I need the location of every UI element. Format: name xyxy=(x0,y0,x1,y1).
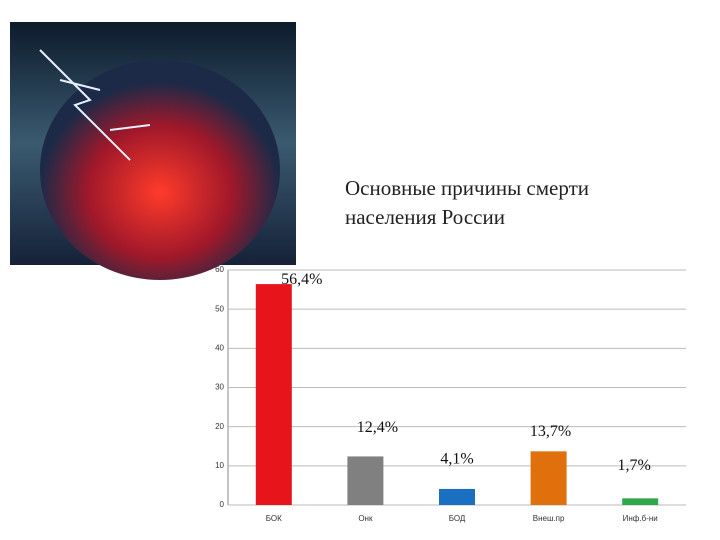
bar xyxy=(347,456,384,505)
y-tick-label: 50 xyxy=(215,304,224,313)
value-label: 12,4% xyxy=(357,419,398,436)
photo xyxy=(10,22,296,280)
value-label: 1,7% xyxy=(618,457,651,474)
bar xyxy=(255,284,292,505)
bar xyxy=(530,451,567,505)
chart-title: Основные причины смерти населения России xyxy=(345,176,590,229)
y-tick-label: 0 xyxy=(220,500,225,509)
x-tick-label: Внеш.пр xyxy=(533,514,565,523)
y-tick-label: 30 xyxy=(215,383,224,392)
bar xyxy=(622,498,659,505)
x-tick-label: БОК xyxy=(266,514,282,523)
y-tick-label: 40 xyxy=(215,343,224,352)
y-tick-label: 60 xyxy=(215,265,224,274)
value-label: 13,7% xyxy=(530,423,571,440)
y-tick-label: 10 xyxy=(215,461,224,470)
x-tick-label: Инф.б-ни xyxy=(623,514,658,523)
x-tick-label: БОД xyxy=(449,514,466,523)
value-label: 56,4% xyxy=(281,271,322,288)
bar xyxy=(439,488,475,505)
value-label: 4,1% xyxy=(440,451,473,468)
y-tick-label: 20 xyxy=(215,422,224,431)
x-tick-label: Онк xyxy=(358,514,373,523)
